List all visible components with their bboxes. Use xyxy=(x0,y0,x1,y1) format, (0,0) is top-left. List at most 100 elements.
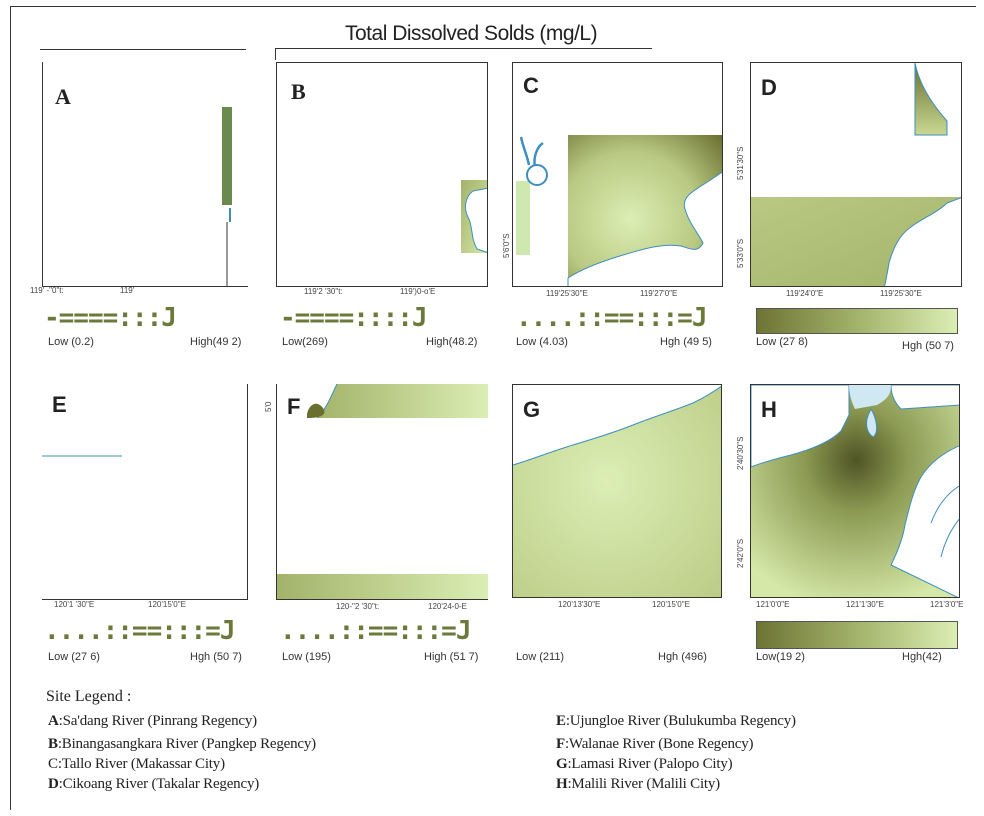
legend-item-c: C:Tallo River (Makassar City) xyxy=(48,756,225,773)
legend-key-g: G xyxy=(556,756,568,772)
map-d-ytick-2: 5'33'0"S xyxy=(736,238,745,268)
panel-label-b: B xyxy=(291,79,306,104)
map-d-xtick-2: 119'25'30"E xyxy=(880,289,922,298)
panel-label-e: E xyxy=(52,392,67,417)
map-a-low-label: Low (0.2) xyxy=(48,336,94,348)
panel-label-f: F xyxy=(287,394,301,419)
figure-title: Total Dissolved Solds (mg/L) xyxy=(345,22,598,45)
map-panel-g: G xyxy=(512,384,722,598)
map-e-graphic xyxy=(42,455,122,457)
map-e-high-label: Hgh (50 7) xyxy=(190,651,242,663)
map-d-color-scale xyxy=(756,308,958,334)
map-e-low-label: Low (27 6) xyxy=(48,651,100,663)
map-a-river-channel xyxy=(229,208,231,222)
legend-key-a: A xyxy=(48,713,59,729)
map-f-tds-surface-north xyxy=(317,384,488,418)
legend-item-a: A:Sa'dang River (Pinrang Regency) xyxy=(48,713,257,730)
map-d-tds-surface-north xyxy=(914,63,948,136)
map-g-tds-surface xyxy=(513,386,721,597)
legend-key-b: B xyxy=(48,736,58,752)
map-d-high-label: Hgh (50 7) xyxy=(902,340,954,352)
legend-text-f: :Walanae River (Bone Regency) xyxy=(564,736,754,752)
legend-item-e: E:Ujungloe River (Bulukumba Regency) xyxy=(556,713,796,730)
map-e-xtick-2: 120'15'0"E xyxy=(148,600,186,609)
legend-key-f: F xyxy=(556,736,565,752)
map-e-xtick-1: 120'1 '30"E xyxy=(54,600,95,609)
map-f-ytick-1: 5'0 xyxy=(264,401,273,412)
title-rule xyxy=(275,48,652,49)
legend-key-c: C xyxy=(48,756,58,772)
map-c-river-loop xyxy=(526,164,548,186)
map-f-high-label: High (51 7) xyxy=(424,651,479,663)
map-h-xtick-3: 121'3'0"E xyxy=(930,600,964,609)
map-c-coastline xyxy=(567,171,722,286)
map-f-scale-glyph: ....::==:::=J xyxy=(280,616,471,646)
map-h-low-label: Low(19 2) xyxy=(756,651,805,663)
panel-label-g: G xyxy=(523,397,541,422)
map-panel-c: C xyxy=(512,62,723,287)
map-f-graphic xyxy=(277,384,488,599)
legend-text-g: :Lamasi River (Palopo City) xyxy=(567,756,733,772)
legend-text-h: :Malili River (Malili City) xyxy=(567,776,720,792)
legend-key-e: E xyxy=(556,713,566,729)
legend-text-d: :Cikoang River (Takalar Regency) xyxy=(58,776,260,792)
panel-label-a: A xyxy=(55,84,71,109)
map-c-inset-strip xyxy=(516,181,530,255)
legend-item-g: G:Lamasi River (Palopo City) xyxy=(556,756,733,773)
map-a-xtick-1: 119' -"0"t: xyxy=(30,286,64,295)
panel-label-d: D xyxy=(761,75,777,100)
map-panel-e: E xyxy=(42,384,248,600)
map-h-ytick-1: 2'40'30"S xyxy=(736,436,745,470)
legend-item-b: B:Binangasangkara River (Pangkep Regency… xyxy=(48,736,316,753)
map-f-xtick-2: 120'24-0-E xyxy=(428,602,467,611)
map-g-xtick-2: 120'15'0"E xyxy=(652,600,690,609)
map-b-xtick-2: 119')0-o'E xyxy=(400,287,436,296)
map-panel-h: H xyxy=(750,384,960,598)
map-f-xtick-1: 120-"2 '30"t: xyxy=(336,602,380,611)
map-h-coastline-east xyxy=(890,445,959,597)
legend-text-b: :Binangasangkara River (Pangkep Regency) xyxy=(57,736,316,752)
map-a-scale-glyph: -====:::J xyxy=(44,303,177,333)
map-h-xtick-1: 121'0'0"E xyxy=(756,600,790,609)
map-h-color-scale xyxy=(756,621,958,649)
legend-item-d: D:Cikoang River (Takalar Regency) xyxy=(48,776,259,793)
panel-a-top-rule xyxy=(40,49,246,50)
map-panel-d: D xyxy=(750,62,962,287)
map-f-low-label: Low (195) xyxy=(282,651,331,663)
panel-label-h: H xyxy=(761,397,777,422)
map-e-scale-glyph: ....::==:::=J xyxy=(44,616,235,646)
map-c-river-mouth xyxy=(519,136,544,168)
map-d-coastline xyxy=(884,197,961,286)
map-h-coastline-north xyxy=(890,385,959,410)
map-b-xtick-1: 119'2 '30"t: xyxy=(304,287,343,296)
legend-text-c: :Tallo River (Makassar City) xyxy=(57,756,225,772)
map-d-ytick-1: 5'31'30"S xyxy=(736,146,745,180)
map-b-low-label: Low(269) xyxy=(282,336,328,348)
map-d-low-label: Low (27 8) xyxy=(756,336,808,348)
map-a-graphic xyxy=(222,107,232,286)
map-g-xtick-1: 120'13'30"E xyxy=(558,600,601,609)
map-d-xtick-1: 119'24'0"E xyxy=(786,289,824,298)
map-c-xtick-2: 119'27'0"E xyxy=(640,289,678,298)
map-g-coastline xyxy=(513,385,721,466)
map-h-ytick-2: 2'42'0"S xyxy=(736,538,745,568)
legend-key-h: H xyxy=(556,776,568,792)
legend-item-f: F:Walanae River (Bone Regency) xyxy=(556,736,754,753)
title-rule-tick xyxy=(275,48,276,60)
legend-text-a: :Sa'dang River (Pinrang Regency) xyxy=(58,713,258,729)
map-h-island xyxy=(866,408,878,438)
site-legend-title: Site Legend : xyxy=(46,688,132,705)
legend-item-h: H:Malili River (Malili City) xyxy=(556,776,720,793)
map-d-graphic xyxy=(751,63,961,286)
map-b-graphic xyxy=(461,180,487,253)
map-a-xtick-2: 119' xyxy=(120,286,135,295)
figure-frame xyxy=(10,6,976,810)
map-c-high-label: Hgh (49 5) xyxy=(660,336,712,348)
legend-text-e: :Ujungloe River (Bulukumba Regency) xyxy=(565,713,796,729)
map-a-high-label: High(49 2) xyxy=(190,336,242,348)
map-c-low-label: Low (4.03) xyxy=(516,336,568,348)
map-h-bay-water xyxy=(849,385,891,409)
map-g-graphic xyxy=(513,385,721,597)
map-g-low-label: Low (211) xyxy=(516,651,565,663)
map-c-ytick-1: 5'6'0"S xyxy=(502,233,511,258)
